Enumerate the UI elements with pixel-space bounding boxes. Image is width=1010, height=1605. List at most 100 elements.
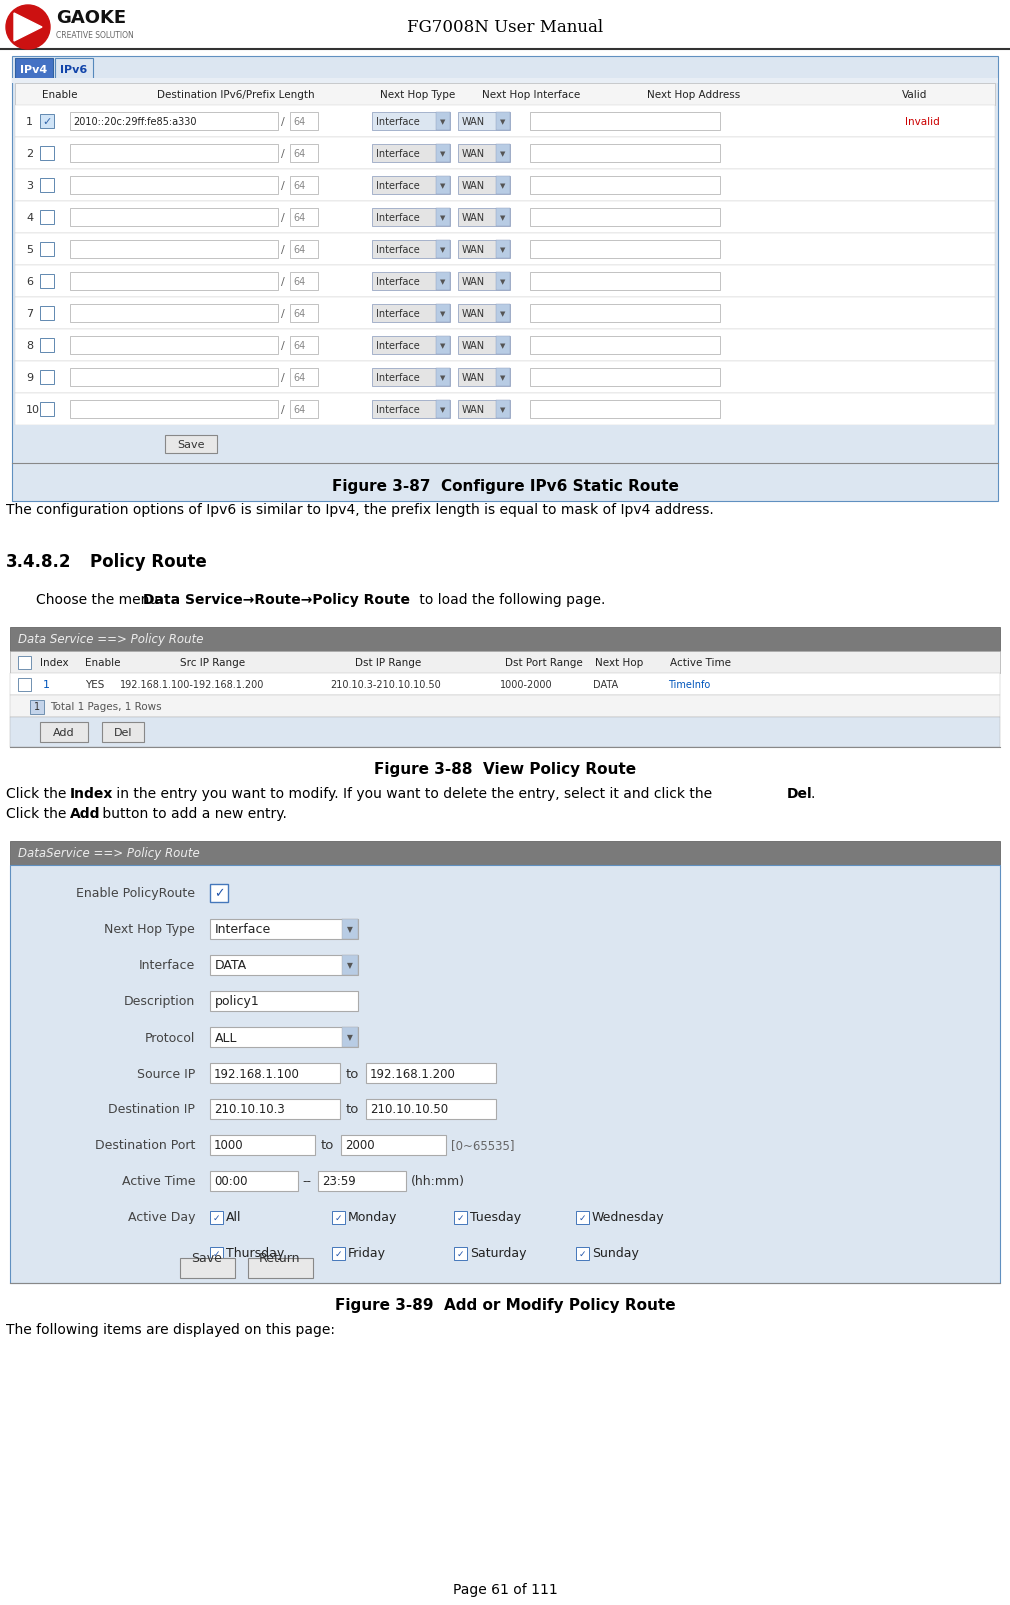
Text: to: to [346, 1103, 360, 1115]
Text: Click the: Click the [6, 786, 71, 801]
Bar [12, 79, 998, 83]
Bar [576, 1212, 589, 1225]
Bar [18, 679, 31, 692]
Text: WAN: WAN [462, 308, 485, 319]
Text: ✓: ✓ [334, 1213, 341, 1221]
Text: WAN: WAN [462, 372, 485, 382]
Text: Destination IP: Destination IP [108, 1103, 195, 1115]
Bar [454, 1212, 467, 1225]
Bar [70, 337, 278, 355]
Bar [40, 178, 54, 193]
Text: 9: 9 [26, 372, 33, 382]
Text: 2: 2 [26, 149, 33, 159]
Text: ▼: ▼ [500, 311, 506, 316]
Bar [496, 401, 510, 419]
Bar [30, 700, 44, 714]
Bar [70, 209, 278, 226]
Text: Figure 3-88  View Policy Route: Figure 3-88 View Policy Route [374, 762, 636, 777]
Text: 2000: 2000 [345, 1140, 375, 1152]
Text: TimeInfo: TimeInfo [668, 679, 710, 690]
Text: Index: Index [40, 658, 69, 668]
Bar [180, 1258, 235, 1278]
Bar [290, 112, 318, 132]
Text: to load the following page.: to load the following page. [415, 592, 605, 607]
Text: WAN: WAN [462, 404, 485, 414]
Text: Next Hop Type: Next Hop Type [380, 90, 456, 100]
Text: 23:59: 23:59 [322, 1175, 356, 1188]
Bar [458, 144, 510, 162]
Text: ✓: ✓ [457, 1249, 464, 1258]
Text: 210.10.10.3: 210.10.10.3 [214, 1103, 285, 1115]
Text: GAOKE: GAOKE [56, 10, 126, 27]
Bar [290, 241, 318, 258]
Text: Interface: Interface [376, 117, 420, 127]
Bar [436, 209, 450, 226]
Bar [18, 656, 31, 669]
Text: ▼: ▼ [440, 151, 445, 157]
Bar [530, 305, 720, 323]
Text: [0~65535]: [0~65535] [451, 1140, 514, 1152]
Text: WAN: WAN [462, 181, 485, 191]
Text: Invalid: Invalid [905, 117, 939, 127]
Text: ▼: ▼ [500, 151, 506, 157]
Bar [15, 59, 53, 80]
Text: ▼: ▼ [440, 374, 445, 380]
Text: 64: 64 [293, 276, 305, 287]
Bar [10, 841, 1000, 865]
Bar [372, 209, 450, 226]
Text: /: / [281, 308, 285, 319]
Bar [496, 305, 510, 323]
Bar [332, 1212, 345, 1225]
Text: Interface: Interface [376, 149, 420, 159]
Text: Next Hop Address: Next Hop Address [647, 90, 740, 100]
Bar [530, 273, 720, 291]
Bar [15, 138, 995, 170]
Bar [458, 369, 510, 387]
Text: Figure 3-89  Add or Modify Policy Route: Figure 3-89 Add or Modify Policy Route [334, 1298, 676, 1313]
Text: ✓: ✓ [212, 1213, 220, 1221]
Bar [458, 401, 510, 419]
Text: 64: 64 [293, 246, 305, 255]
Bar [102, 722, 144, 743]
Bar [70, 273, 278, 291]
Text: The following items are displayed on this page:: The following items are displayed on thi… [6, 1323, 335, 1337]
Text: Add: Add [70, 806, 101, 820]
Text: ▼: ▼ [440, 279, 445, 284]
Text: Next Hop Type: Next Hop Type [104, 923, 195, 936]
Text: /: / [281, 117, 285, 127]
Bar [530, 144, 720, 162]
Bar [290, 273, 318, 291]
Bar [12, 56, 998, 502]
Bar [436, 337, 450, 355]
Text: Interface: Interface [376, 404, 420, 414]
Text: Destination IPv6/Prefix Length: Destination IPv6/Prefix Length [157, 90, 315, 100]
Bar [458, 177, 510, 194]
Text: Index: Index [70, 786, 113, 801]
Text: 64: 64 [293, 340, 305, 351]
Text: ▼: ▼ [347, 1034, 352, 1042]
Text: All: All [226, 1210, 241, 1223]
Text: WAN: WAN [462, 213, 485, 223]
Bar [15, 266, 995, 299]
Text: Tuesday: Tuesday [470, 1210, 521, 1223]
Bar [55, 59, 93, 80]
Text: ▼: ▼ [347, 961, 352, 969]
Bar [10, 717, 1000, 748]
Text: 6: 6 [26, 276, 33, 287]
Bar [530, 241, 720, 258]
Bar [496, 369, 510, 387]
Text: Wednesday: Wednesday [592, 1210, 665, 1223]
Bar [40, 116, 54, 128]
Text: (hh:mm): (hh:mm) [411, 1175, 465, 1188]
Text: Interface: Interface [376, 308, 420, 319]
Bar [436, 273, 450, 291]
Bar [342, 920, 358, 939]
Bar [436, 401, 450, 419]
Bar [530, 369, 720, 387]
Bar [290, 305, 318, 323]
Bar [496, 273, 510, 291]
Text: ▼: ▼ [500, 343, 506, 348]
Text: ▼: ▼ [440, 311, 445, 316]
Text: Data Service→Route→Policy Route: Data Service→Route→Policy Route [143, 592, 410, 607]
Text: ▼: ▼ [500, 406, 506, 412]
